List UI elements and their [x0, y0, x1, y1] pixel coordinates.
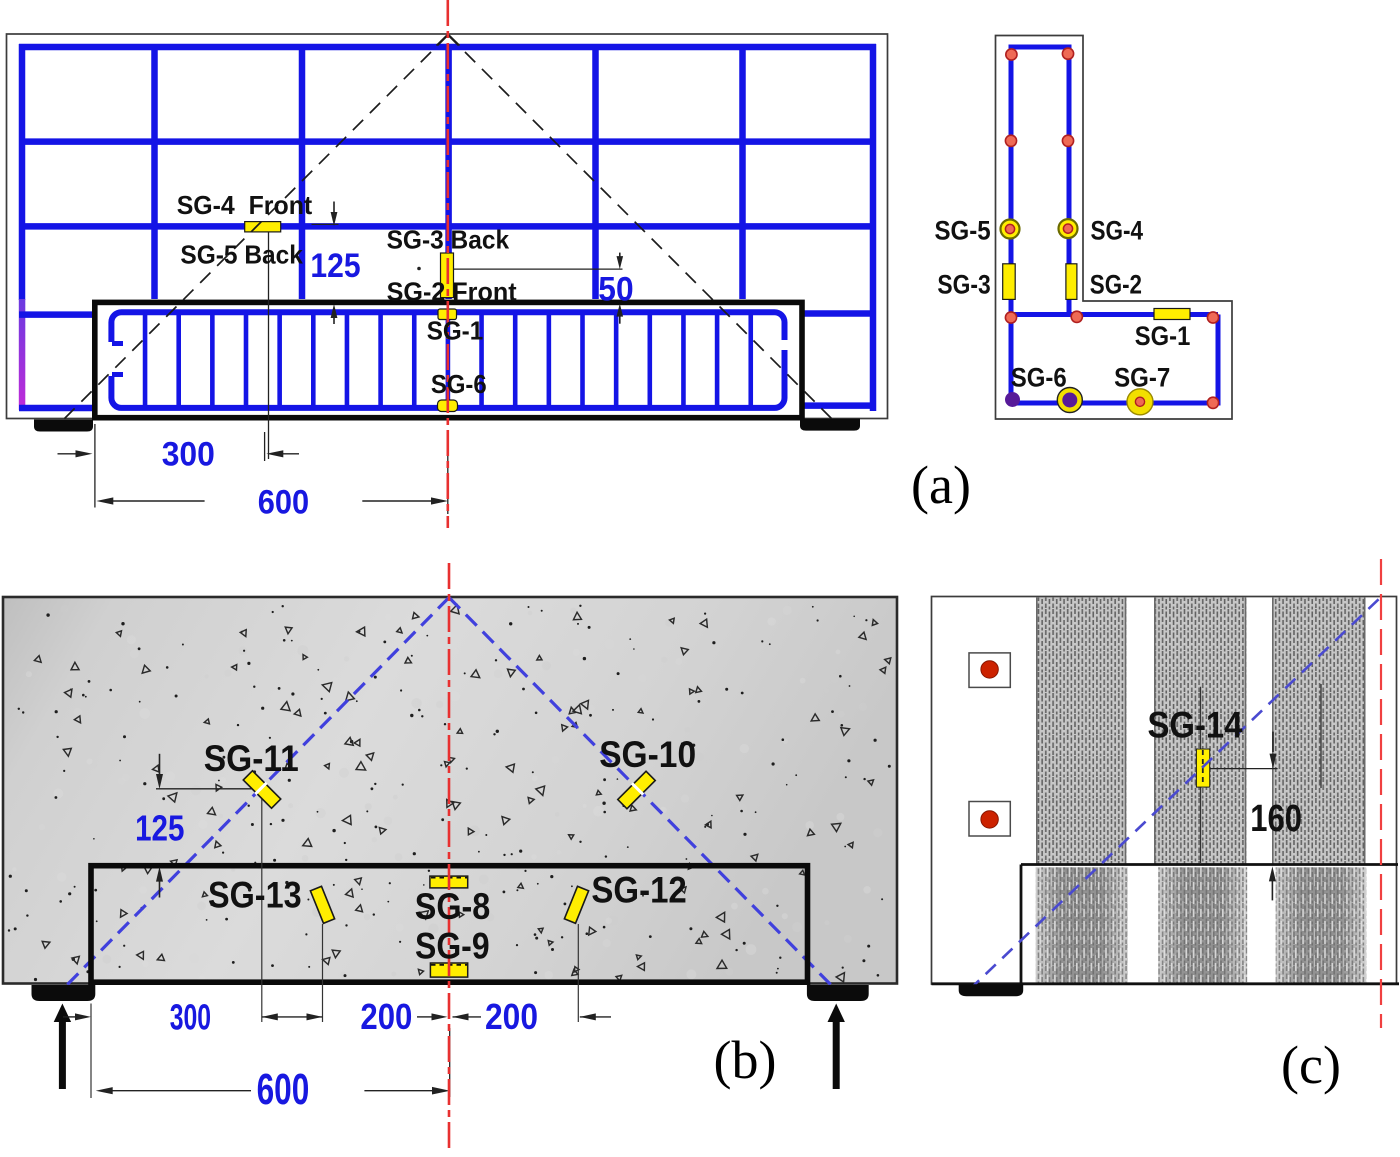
- svg-text:600: 600: [258, 484, 309, 522]
- svg-text:125: 125: [310, 247, 360, 285]
- svg-text:SG-4: SG-4: [1091, 216, 1144, 246]
- svg-text:(a): (a): [911, 455, 971, 515]
- svg-text:SG-1: SG-1: [1135, 321, 1191, 351]
- svg-text:200: 200: [360, 996, 412, 1037]
- svg-text:50: 50: [598, 271, 633, 309]
- svg-text:SG-2 Front: SG-2 Front: [387, 277, 517, 307]
- svg-text:SG-14: SG-14: [1148, 705, 1243, 746]
- svg-text:SG-5: SG-5: [935, 216, 991, 246]
- svg-text:160: 160: [1250, 798, 1302, 840]
- svg-text:200: 200: [485, 996, 538, 1037]
- svg-text:(c): (c): [1281, 1035, 1341, 1095]
- svg-text:SG-13: SG-13: [208, 875, 302, 916]
- svg-text:300: 300: [162, 436, 215, 474]
- svg-text:300: 300: [170, 997, 211, 1038]
- svg-text:SG-8: SG-8: [415, 886, 491, 927]
- svg-text:SG-1: SG-1: [427, 316, 484, 346]
- svg-text:600: 600: [257, 1065, 310, 1114]
- svg-text:125: 125: [135, 808, 184, 849]
- svg-text:SG-9: SG-9: [415, 926, 490, 967]
- svg-text:SG-7: SG-7: [1114, 363, 1170, 393]
- svg-text:SG-2: SG-2: [1090, 270, 1142, 300]
- svg-text:SG-6: SG-6: [431, 369, 487, 399]
- svg-text:SG-6: SG-6: [1011, 363, 1067, 393]
- svg-text:SG-4 Front: SG-4 Front: [177, 190, 313, 220]
- svg-text:SG-5 Back: SG-5 Back: [180, 240, 303, 270]
- svg-text:SG-10: SG-10: [599, 734, 696, 775]
- svg-text:SG-12: SG-12: [591, 870, 686, 911]
- svg-text:SG-3 Back: SG-3 Back: [387, 225, 510, 255]
- svg-text:SG-11: SG-11: [204, 738, 299, 779]
- svg-text:(b): (b): [714, 1030, 777, 1090]
- svg-text:SG-3: SG-3: [937, 270, 990, 300]
